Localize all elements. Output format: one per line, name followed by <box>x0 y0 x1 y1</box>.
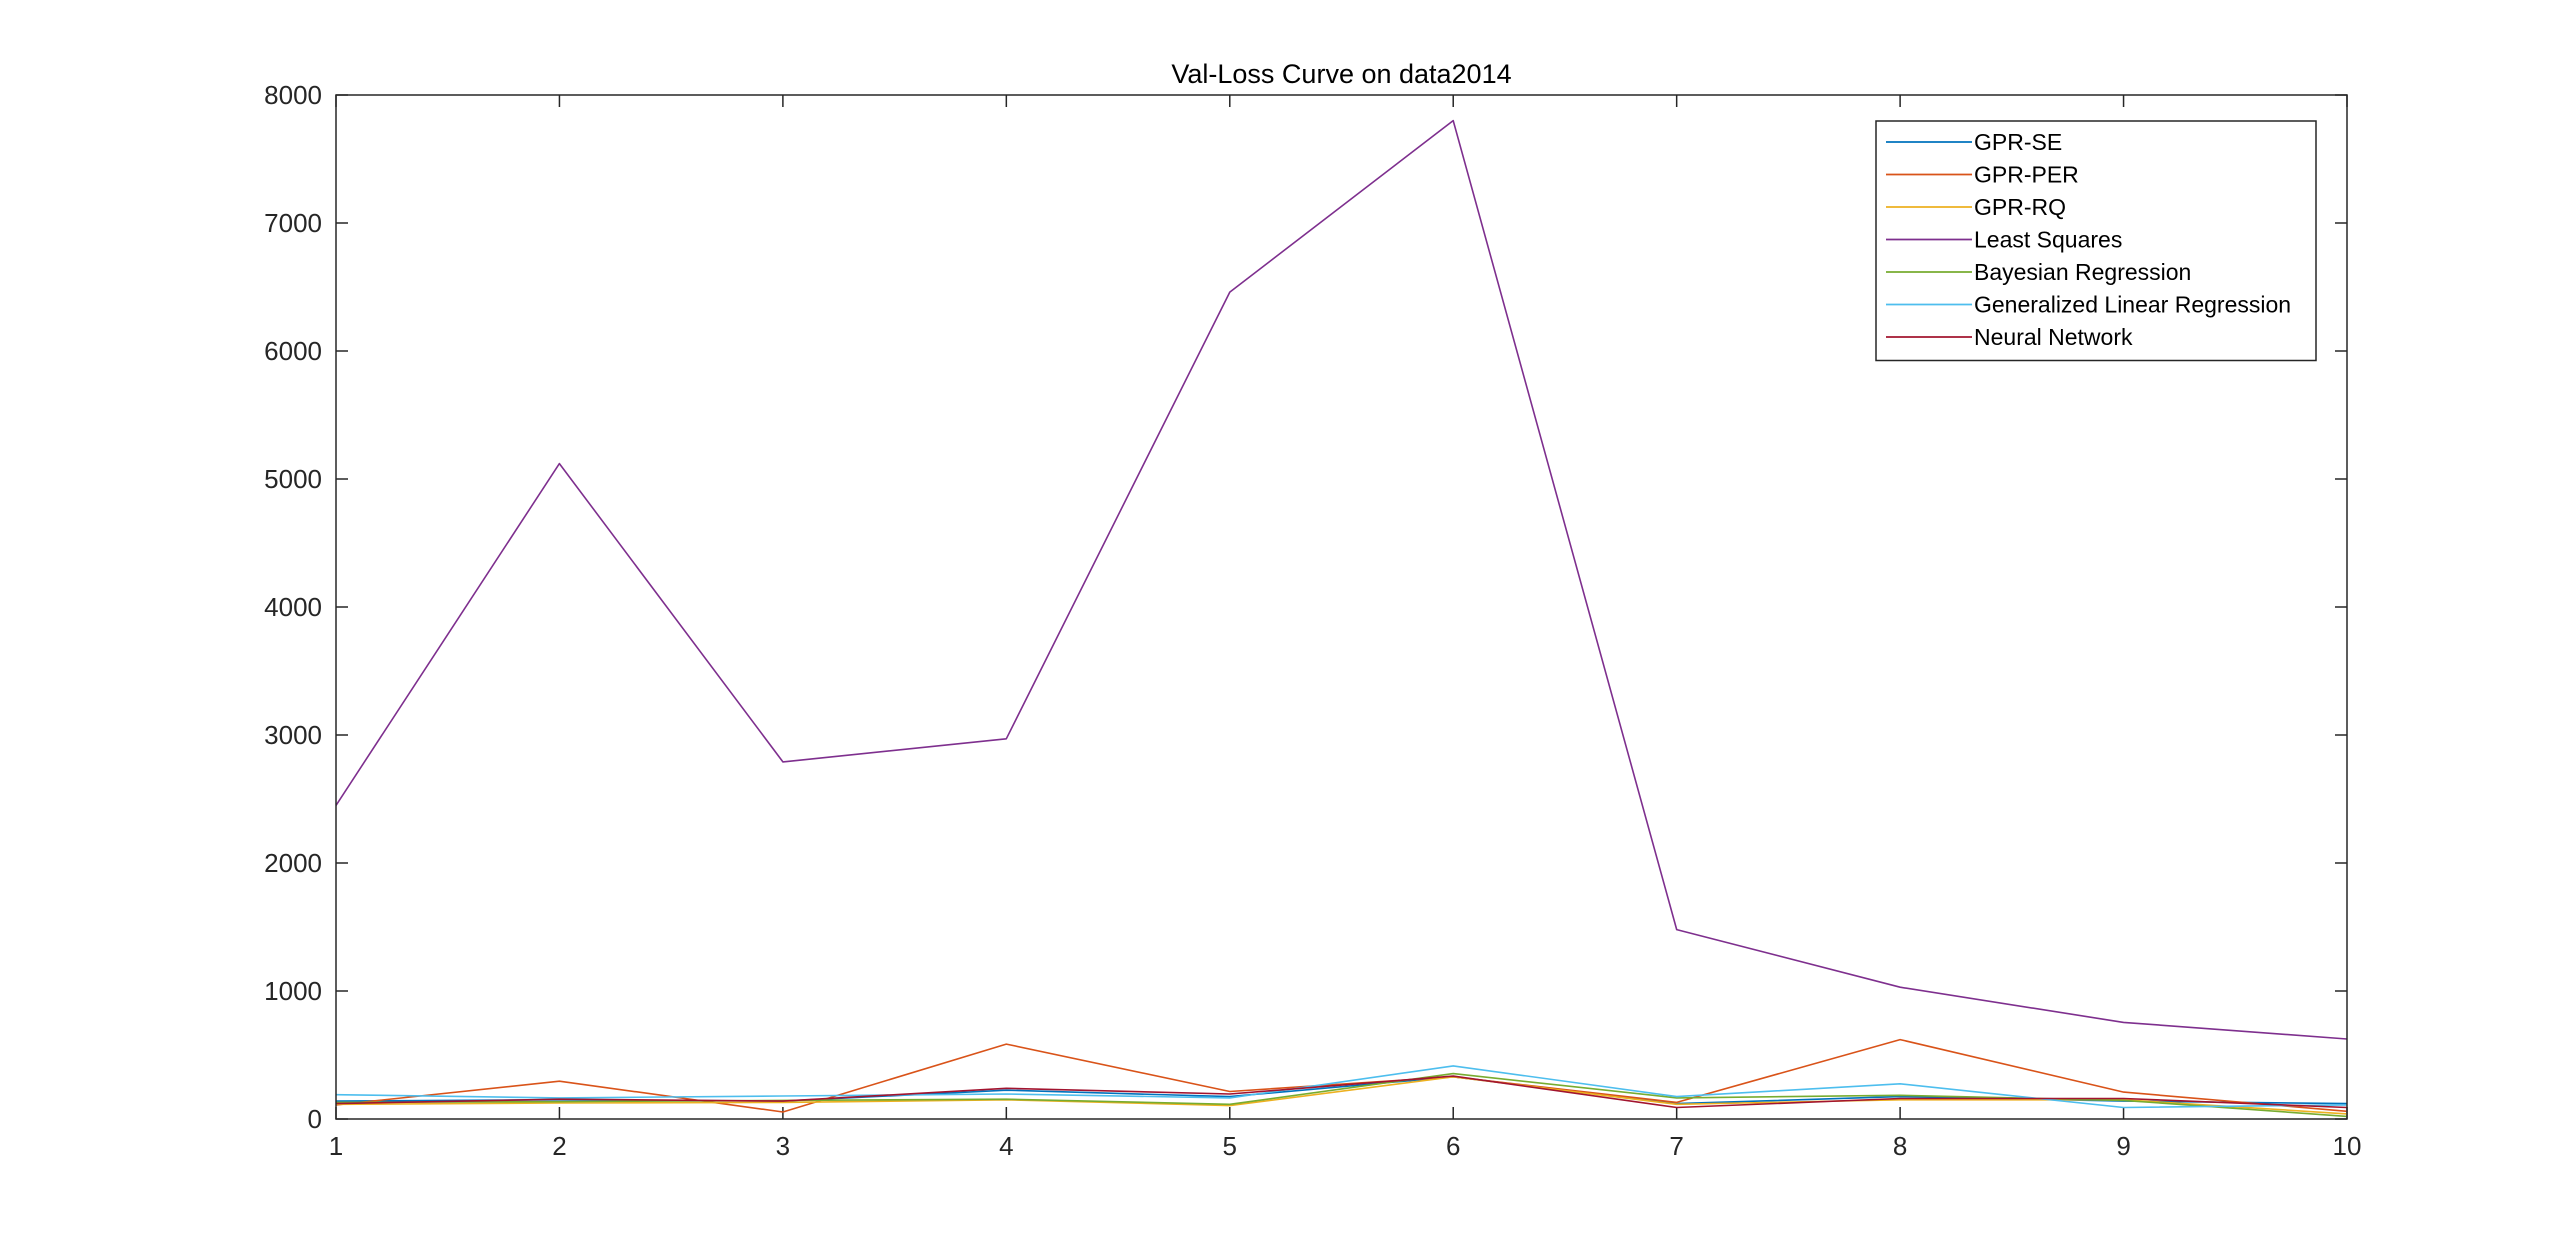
legend-box <box>1875 120 2317 362</box>
legend[interactable]: GPR-SE GPR-PER GPR-RQ Least Squares Bayesian… <box>1875 120 2317 362</box>
y-tick-label: 2000 <box>264 848 322 878</box>
y-tick-label: 1000 <box>264 976 322 1006</box>
x-tick-label: 10 <box>2333 1131 2362 1161</box>
x-tick-label: 9 <box>2116 1131 2130 1161</box>
x-tick-label: 4 <box>999 1131 1013 1161</box>
legend-item[interactable]: GPR-SE <box>1886 129 2062 155</box>
series-lines <box>335 119 2348 1118</box>
series-line-neural-network <box>335 1075 2348 1109</box>
x-tick-label: 2 <box>552 1131 566 1161</box>
legend-items: GPR-SE GPR-PER GPR-RQ Least Squares Bayesian… <box>1886 129 2291 350</box>
y-tick-label: 5000 <box>264 464 322 494</box>
legend-label: Least Squares <box>1974 227 2122 253</box>
y-axis-tick-labels: 0 1000 2000 3000 4000 5000 6000 7000 8000 <box>264 80 322 1134</box>
legend-label: GPR-PER <box>1974 162 2079 188</box>
x-tick-label: 7 <box>1669 1131 1683 1161</box>
legend-item[interactable]: Neural Network <box>1886 324 2133 350</box>
legend-item[interactable]: Generalized Linear Regression <box>1886 292 2291 318</box>
legend-label: GPR-RQ <box>1974 194 2066 220</box>
y-tick-label: 4000 <box>264 592 322 622</box>
legend-item[interactable]: GPR-RQ <box>1886 194 2066 220</box>
x-tick-label: 1 <box>329 1131 343 1161</box>
legend-label: Generalized Linear Regression <box>1974 292 2291 318</box>
y-tick-label: 6000 <box>264 336 322 366</box>
y-tick-label: 3000 <box>264 720 322 750</box>
series-line-least-squares <box>335 119 2348 1040</box>
y-tick-label: 7000 <box>264 208 322 238</box>
legend-label: Neural Network <box>1974 324 2133 350</box>
chart-title: Val-Loss Curve on data2014 <box>1171 59 1511 89</box>
y-tick-label: 0 <box>308 1104 322 1134</box>
legend-label: GPR-SE <box>1974 129 2062 155</box>
axes-box <box>335 94 2348 1120</box>
legend-item[interactable]: Bayesian Regression <box>1886 259 2191 285</box>
x-tick-label: 5 <box>1223 1131 1237 1161</box>
series-line-gpr-rq <box>335 1076 2348 1115</box>
x-tick-label: 6 <box>1446 1131 1460 1161</box>
legend-item[interactable]: Least Squares <box>1886 227 2122 253</box>
x-tick-label: 3 <box>776 1131 790 1161</box>
series-line-generalized-linear-regression <box>335 1065 2348 1109</box>
x-tick-label: 8 <box>1893 1131 1907 1161</box>
x-axis-tick-labels: 1 2 3 4 5 6 7 8 9 10 <box>329 1131 2362 1161</box>
legend-label: Bayesian Regression <box>1974 259 2191 285</box>
y-tick-label: 8000 <box>264 80 322 110</box>
legend-item[interactable]: GPR-PER <box>1886 162 2079 188</box>
